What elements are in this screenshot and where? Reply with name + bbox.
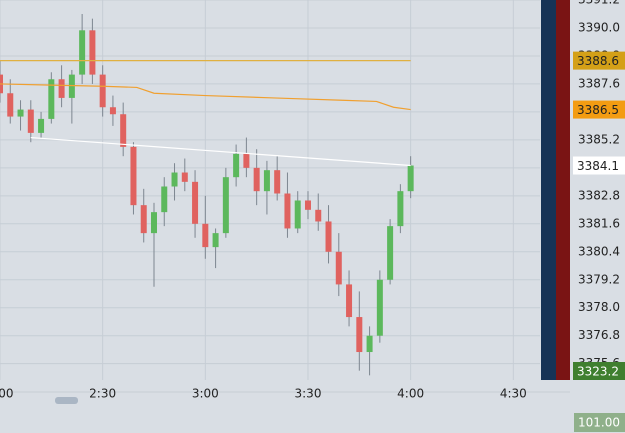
candle-body [294,200,301,229]
candle-body [366,335,373,353]
x-tick-label: 2:00 [0,387,13,401]
side-bar [556,0,570,380]
candle-body [397,191,404,227]
candle-body [202,223,209,248]
y-tick-label: 3391.2 [578,0,620,7]
candle-body [253,167,260,192]
y-tick-label: 3376.8 [578,328,620,342]
candle-body [325,221,332,252]
candle-body [140,205,147,234]
candle-body [274,170,281,194]
candle-body [38,118,45,133]
price-label-box [573,362,625,380]
overlay-line [30,136,411,167]
candle-body [304,200,311,210]
candle-body [109,107,116,115]
volume-label: 101.00 [578,416,620,430]
candle-body [161,186,168,213]
price-label-box [573,100,625,119]
x-tick-label: 3:00 [192,387,219,401]
candle-body [171,172,178,187]
price-label-box [573,156,625,175]
price-label-box [573,51,625,70]
candle-body [79,30,86,75]
y-tick-label: 3379.2 [578,272,620,286]
candle-body [233,153,240,178]
y-tick-label: 3378.0 [578,300,620,314]
candle-body [58,79,65,98]
candle-body [212,233,219,248]
candle-body [315,209,322,222]
candle-body [120,114,127,147]
x-tick-label: 4:00 [397,387,424,401]
candle-body [181,172,188,182]
x-tick-label: 4:30 [500,387,527,401]
candle-body [27,109,34,133]
candle-body [376,279,383,336]
candle-body [7,93,14,117]
candle-body [17,109,24,117]
scroll-handle[interactable] [55,397,78,404]
price-label: 3388.6 [577,54,619,68]
candle-body [222,177,229,234]
candle-body [407,165,414,192]
candle-body [335,251,342,285]
y-tick-label: 3380.4 [578,244,620,258]
overlay-line [0,83,411,111]
candle-body [243,153,250,168]
candle-body [192,181,199,224]
price-label: 3323.2 [577,365,619,379]
candle-body [89,30,96,75]
candle-body [68,74,75,98]
volume-box [574,413,625,432]
candle-body [150,212,157,234]
candle-body [263,170,270,192]
candle-body [48,79,55,119]
y-tick-label: 3381.6 [578,216,620,230]
y-tick-label: 3385.2 [578,132,620,146]
candle-body [346,284,353,318]
candle-body [356,317,363,353]
y-tick-label: 3390.0 [578,20,620,34]
price-label: 3384.1 [577,159,619,173]
side-bar [541,0,556,380]
candle-body [284,193,291,229]
candle-body [130,146,137,206]
x-tick-label: 2:30 [89,387,116,401]
y-tick-label: 3382.8 [578,188,620,202]
x-tick-label: 3:30 [295,387,322,401]
y-tick-label: 3387.6 [578,76,620,90]
candle-body [387,226,394,280]
candle-body [99,74,106,108]
price-label: 3386.5 [577,103,619,117]
